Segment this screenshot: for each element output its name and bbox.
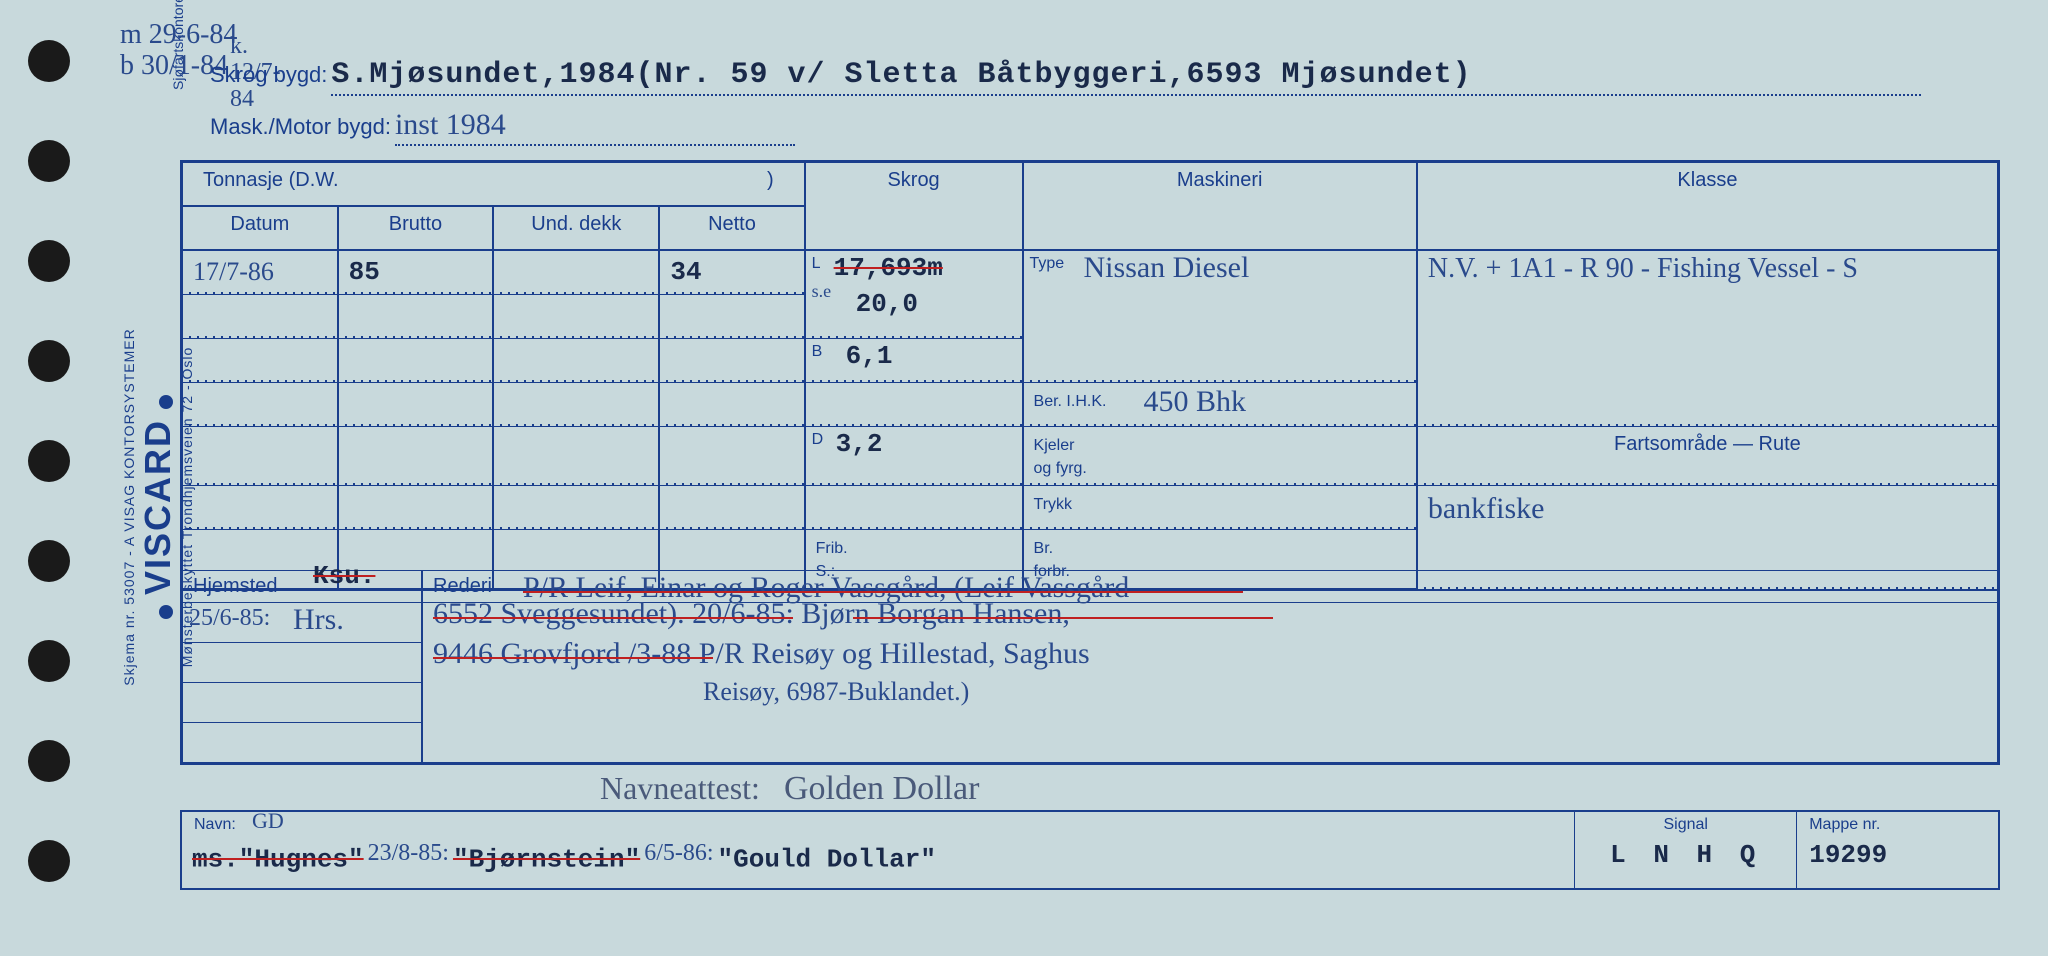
rederi-line3: 9446 Grovfjord /3-88 P/R Reisøy og Hille… [433, 637, 1090, 671]
klasse-value: N.V. + 1A1 - R 90 - Fishing Vessel - S [1428, 253, 1858, 285]
length-value: 20,0 [856, 289, 918, 319]
hole [28, 840, 70, 882]
datum-header: Datum [182, 206, 338, 250]
brand-line1: Skjema nr. 53007 - A VISAG KONTORSYSTEME… [121, 157, 137, 857]
hole [28, 440, 70, 482]
maskineri-header: Maskineri [1023, 162, 1417, 250]
brutto-header: Brutto [338, 206, 494, 250]
ber-ihk-value: 450 Bhk [1144, 385, 1247, 419]
skrog-bygd-row: Skrog bygd: S.Mjøsundet,1984(Nr. 59 v/ S… [210, 58, 1970, 96]
ber-ihk-label: Ber. I.H.K. [1034, 393, 1107, 410]
brand-dot-icon [159, 605, 173, 619]
depth-value: 3,2 [836, 429, 883, 459]
gd-hw: GD [252, 808, 284, 834]
navneattest-value: Golden Dollar [784, 770, 979, 807]
kjeler-label: Kjeler og fyrg. [1034, 437, 1087, 477]
skrog-header: Skrog [805, 162, 1023, 250]
tonnasje-header: Tonnasje (D.W. [203, 169, 339, 191]
scanned-card: Skjema nr. 53007 - A VISAG KONTORSYSTEME… [0, 0, 2048, 956]
punch-holes [28, 0, 70, 940]
main-table: Tonnasje (D.W. ) Skrog Maskineri Klasse … [180, 160, 2000, 591]
hole [28, 140, 70, 182]
hw-note-1: m 29-6-84 [120, 20, 237, 51]
netto-value: 34 [659, 250, 804, 294]
hole [28, 540, 70, 582]
tonnasje-close: ) [767, 169, 794, 192]
date1: 23/8-85: [368, 840, 449, 866]
skrog-bygd-value: S.Mjøsundet,1984(Nr. 59 v/ Sletta Båtbyg… [331, 58, 1471, 92]
date2: 6/5-86: [644, 840, 713, 866]
fartsomrade-label: Fartsområde — Rute [1417, 426, 1998, 485]
fartsomrade-value: bankfiske [1428, 492, 1545, 525]
netto-header: Netto [659, 206, 804, 250]
motor-bygd-row: Mask./Motor bygd: inst 1984 [210, 108, 1970, 146]
trykk-label: Trykk [1034, 496, 1073, 513]
und-dekk-value [493, 250, 659, 294]
motor-bygd-value: inst 1984 [395, 108, 506, 141]
hole [28, 340, 70, 382]
hjemsted-table: Hjemsted Rederi P/R Leif, Einar og Roger… [180, 570, 2000, 765]
navn-row: Navn: GD ms."Hugnes" 23/8-85: "Bjørnstei… [180, 810, 2000, 890]
brand-sidebar: Skjema nr. 53007 - A VISAG KONTORSYSTEME… [108, 0, 168, 956]
rederi-line4: Reisøy, 6987-Buklandet.) [703, 677, 969, 707]
brand-dot-icon [159, 395, 173, 409]
type-value: Nissan Diesel [1084, 251, 1250, 285]
mappe-label: Mappe nr. [1809, 816, 1986, 834]
navneattest-row: Navneattest: Golden Dollar [600, 770, 979, 808]
ksu-struck: Ksu. [313, 561, 375, 591]
klasse-header: Klasse [1417, 162, 1998, 250]
hjemsted-label: Hjemsted [182, 570, 422, 603]
type-label: Type [1030, 255, 1065, 273]
length-note: s.e [812, 281, 832, 302]
name1-struck: ms."Hugnes" [192, 844, 364, 874]
name2-struck: "Bjørnstein" [453, 844, 640, 874]
und-dekk-header: Und. dekk [493, 206, 659, 250]
brutto-value: 85 [338, 250, 494, 294]
length-struck: 17,693m [834, 253, 943, 283]
motor-bygd-label: Mask./Motor bygd: [210, 114, 391, 139]
hole [28, 740, 70, 782]
hjemsted-date: 25/6-85: [189, 605, 270, 632]
name3: "Gould Dollar" [718, 844, 936, 874]
brand-name: VISCARD [137, 419, 178, 595]
datum-value: 17/7-86 [193, 257, 274, 286]
hole [28, 640, 70, 682]
hjemsted-place: Hrs. [293, 603, 344, 637]
mappe-value: 19299 [1809, 840, 1986, 870]
breadth-value: 6,1 [846, 341, 893, 371]
navneattest-label: Navneattest: [600, 770, 760, 806]
rederi-label: Rederi [433, 575, 492, 597]
signal-label: Signal [1587, 816, 1784, 834]
navn-label: Navn: [194, 816, 236, 833]
signal-value: L N H Q [1587, 840, 1784, 870]
hole [28, 40, 70, 82]
hole [28, 240, 70, 282]
rederi-line2: 6552 Sveggesundet). 20/6-85: Bjørn Borga… [433, 597, 1070, 631]
skrog-bygd-label: Skrog bygd: [210, 62, 327, 87]
